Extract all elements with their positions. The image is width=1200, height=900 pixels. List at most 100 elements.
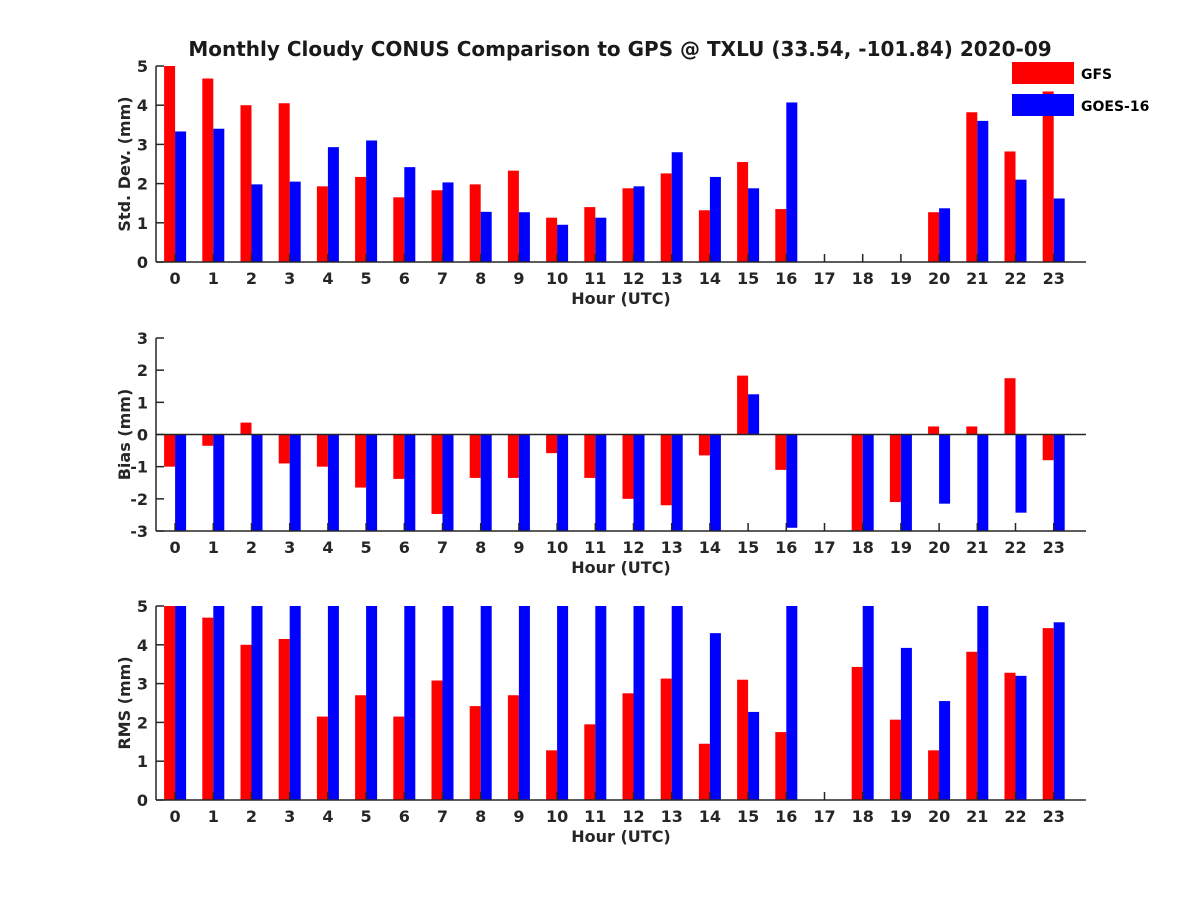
bar-rms-gfs-20 xyxy=(928,750,940,800)
bar-rms-goes-16-18 xyxy=(862,606,874,800)
bar-rms-gfs-9 xyxy=(507,695,519,800)
bar-std-goes-16-9 xyxy=(518,212,530,262)
bar-rms-gfs-16 xyxy=(775,732,787,800)
bar-bias-goes-16-19 xyxy=(900,434,912,531)
bar-bias-gfs-2 xyxy=(240,422,252,435)
bar-bias-gfs-8 xyxy=(469,434,481,478)
bar-rms-goes-16-6 xyxy=(404,606,416,800)
bar-rms-gfs-23 xyxy=(1042,628,1054,800)
bar-bias-goes-16-11 xyxy=(595,434,607,531)
bar-rms-goes-16-2 xyxy=(251,606,263,800)
x-tick-label-std: 7 xyxy=(437,269,448,288)
x-tick-label-rms: 2 xyxy=(246,807,257,826)
y-tick-label-bias: -1 xyxy=(130,458,148,477)
bar-std-goes-16-11 xyxy=(595,217,607,262)
bar-std-goes-16-0 xyxy=(175,131,187,262)
x-tick-label-bias: 1 xyxy=(208,538,219,557)
bar-rms-gfs-12 xyxy=(622,693,634,800)
x-tick-label-bias: 15 xyxy=(737,538,759,557)
bar-bias-gfs-5 xyxy=(355,434,367,488)
bar-bias-goes-16-12 xyxy=(633,434,645,531)
legend-swatch-gfs xyxy=(1012,62,1074,84)
bar-bias-goes-16-0 xyxy=(175,434,187,531)
bar-bias-gfs-18 xyxy=(851,434,863,531)
x-tick-label-std: 6 xyxy=(399,269,410,288)
y-tick-label-rms: 4 xyxy=(137,636,148,655)
bar-bias-gfs-14 xyxy=(698,434,710,456)
bar-rms-goes-16-12 xyxy=(633,606,645,800)
x-tick-label-rms: 16 xyxy=(775,807,797,826)
x-tick-label-bias: 8 xyxy=(475,538,486,557)
bar-bias-goes-16-14 xyxy=(709,434,721,531)
legend-swatch-goes-16 xyxy=(1012,94,1074,116)
x-tick-label-std: 15 xyxy=(737,269,759,288)
x-tick-label-rms: 20 xyxy=(928,807,950,826)
bar-std-goes-16-20 xyxy=(939,208,951,262)
bar-bias-gfs-19 xyxy=(889,434,901,503)
bar-rms-goes-16-0 xyxy=(175,606,187,800)
x-tick-label-bias: 17 xyxy=(813,538,835,557)
bar-bias-gfs-15 xyxy=(737,375,749,435)
bar-bias-goes-16-22 xyxy=(1015,434,1027,513)
x-tick-label-std: 18 xyxy=(852,269,874,288)
bar-bias-goes-16-23 xyxy=(1053,434,1065,531)
y-tick-label-std: 1 xyxy=(137,214,148,233)
x-tick-label-bias: 19 xyxy=(890,538,912,557)
x-tick-label-rms: 11 xyxy=(584,807,606,826)
x-tick-label-bias: 16 xyxy=(775,538,797,557)
bar-std-goes-16-3 xyxy=(289,181,301,262)
bar-rms-goes-16-1 xyxy=(213,606,225,800)
bar-rms-gfs-5 xyxy=(355,695,367,800)
x-tick-label-rms: 6 xyxy=(399,807,410,826)
bar-bias-gfs-10 xyxy=(546,434,558,454)
bar-bias-goes-16-10 xyxy=(557,434,569,531)
bar-rms-goes-16-7 xyxy=(442,606,454,800)
x-tick-label-bias: 22 xyxy=(1004,538,1026,557)
x-tick-label-std: 2 xyxy=(246,269,257,288)
bar-std-goes-16-1 xyxy=(213,128,225,262)
y-axis-label-std: Std. Dev. (mm) xyxy=(115,96,134,231)
bar-bias-goes-16-15 xyxy=(748,394,760,435)
bar-bias-goes-16-2 xyxy=(251,434,263,531)
x-tick-label-std: 4 xyxy=(322,269,333,288)
x-tick-label-bias: 5 xyxy=(361,538,372,557)
bar-rms-goes-16-15 xyxy=(748,711,760,800)
bar-bias-gfs-22 xyxy=(1004,378,1016,435)
bar-bias-goes-16-13 xyxy=(671,434,683,531)
bar-std-gfs-20 xyxy=(928,212,940,262)
bar-std-gfs-3 xyxy=(278,103,290,263)
bar-rms-gfs-2 xyxy=(240,644,252,800)
chart-title: Monthly Cloudy CONUS Comparison to GPS @… xyxy=(188,37,1051,61)
bar-rms-gfs-0 xyxy=(164,606,176,800)
y-tick-label-bias: 2 xyxy=(137,361,148,380)
x-tick-label-rms: 13 xyxy=(661,807,683,826)
y-tick-label-bias: 3 xyxy=(137,329,148,348)
x-tick-label-rms: 9 xyxy=(513,807,524,826)
bar-bias-gfs-16 xyxy=(775,434,787,470)
bar-rms-gfs-19 xyxy=(889,719,901,800)
bar-std-gfs-0 xyxy=(164,66,176,262)
bar-bias-goes-16-9 xyxy=(518,434,530,531)
x-tick-label-bias: 4 xyxy=(322,538,333,557)
bar-rms-goes-16-20 xyxy=(939,701,951,800)
x-tick-label-rms: 5 xyxy=(361,807,372,826)
y-tick-label-std: 2 xyxy=(137,175,148,194)
bar-std-goes-16-21 xyxy=(977,120,989,262)
bar-rms-gfs-15 xyxy=(737,679,749,800)
bar-bias-goes-16-18 xyxy=(862,434,874,531)
bar-std-gfs-22 xyxy=(1004,151,1016,262)
bar-bias-gfs-13 xyxy=(660,434,672,506)
x-tick-label-rms: 7 xyxy=(437,807,448,826)
bar-bias-gfs-11 xyxy=(584,434,596,478)
x-tick-label-rms: 22 xyxy=(1004,807,1026,826)
bar-rms-gfs-4 xyxy=(316,716,328,800)
bar-rms-goes-16-9 xyxy=(518,606,530,800)
bar-std-gfs-8 xyxy=(469,184,481,262)
x-tick-label-bias: 2 xyxy=(246,538,257,557)
x-tick-label-bias: 10 xyxy=(546,538,568,557)
y-tick-label-rms: 0 xyxy=(137,791,148,810)
x-tick-label-bias: 18 xyxy=(852,538,874,557)
bar-std-goes-16-2 xyxy=(251,184,263,262)
